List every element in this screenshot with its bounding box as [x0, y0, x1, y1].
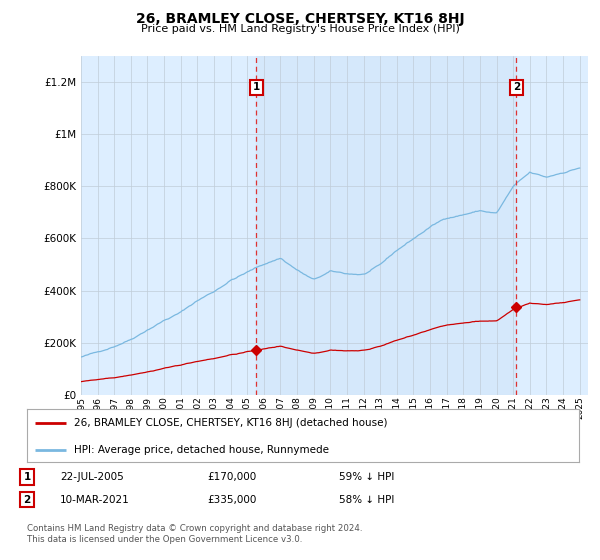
- Text: 59% ↓ HPI: 59% ↓ HPI: [339, 472, 394, 482]
- Text: Contains HM Land Registry data © Crown copyright and database right 2024.
This d: Contains HM Land Registry data © Crown c…: [27, 524, 362, 544]
- Text: HPI: Average price, detached house, Runnymede: HPI: Average price, detached house, Runn…: [74, 445, 329, 455]
- Text: 2: 2: [513, 82, 520, 92]
- Text: £170,000: £170,000: [207, 472, 256, 482]
- Text: Price paid vs. HM Land Registry's House Price Index (HPI): Price paid vs. HM Land Registry's House …: [140, 24, 460, 34]
- Text: 1: 1: [253, 82, 260, 92]
- Text: 10-MAR-2021: 10-MAR-2021: [60, 494, 130, 505]
- Text: 26, BRAMLEY CLOSE, CHERTSEY, KT16 8HJ: 26, BRAMLEY CLOSE, CHERTSEY, KT16 8HJ: [136, 12, 464, 26]
- Text: 2: 2: [23, 494, 31, 505]
- Text: 58% ↓ HPI: 58% ↓ HPI: [339, 494, 394, 505]
- Text: 1: 1: [23, 472, 31, 482]
- Text: 22-JUL-2005: 22-JUL-2005: [60, 472, 124, 482]
- Text: 26, BRAMLEY CLOSE, CHERTSEY, KT16 8HJ (detached house): 26, BRAMLEY CLOSE, CHERTSEY, KT16 8HJ (d…: [74, 418, 388, 428]
- Text: £335,000: £335,000: [207, 494, 256, 505]
- Bar: [256, 56, 517, 395]
